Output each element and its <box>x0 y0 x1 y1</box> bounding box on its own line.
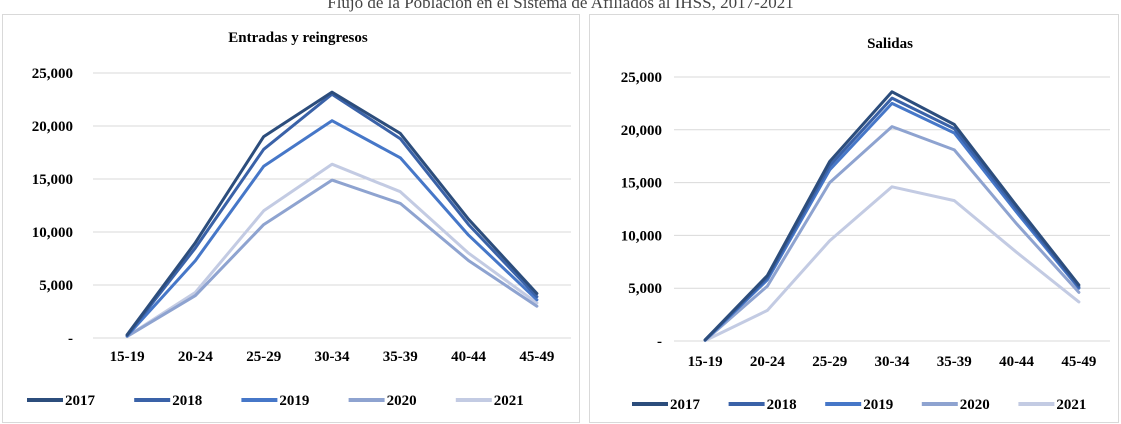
legend-item-2019: 2019 <box>241 393 309 409</box>
legend-item-2017: 2017 <box>27 393 96 409</box>
x-tick-label: 35-39 <box>383 349 418 365</box>
series-line-2017 <box>125 90 539 337</box>
y-tick-label: 20,000 <box>32 119 73 135</box>
legend-item-2021: 2021 <box>455 393 524 409</box>
legend-label: 2017 <box>65 393 96 409</box>
series-line-2019 <box>703 101 1081 342</box>
y-tick-label: 15,000 <box>621 176 662 192</box>
x-tick-label: 20-24 <box>178 349 213 365</box>
x-tick-label: 20-24 <box>750 354 785 370</box>
x-tick-label: 30-34 <box>315 349 350 365</box>
chart-title: Salidas <box>867 36 913 52</box>
series-line-2017 <box>703 90 1081 342</box>
legend-item-2017: 2017 <box>632 397 701 413</box>
y-tick-label: 15,000 <box>32 172 73 188</box>
series-line-2021 <box>703 185 1081 343</box>
series-line-2020 <box>703 125 1081 342</box>
y-tick-label: 25,000 <box>621 70 662 86</box>
legend-label: 2020 <box>387 393 417 409</box>
x-tick-label: 25-29 <box>246 349 281 365</box>
line-chart-entradas: Entradas y reingresos - 5,000 10,000 15,000 2… <box>27 30 571 409</box>
legend-item-2020: 2020 <box>348 393 417 409</box>
legend-item-2021: 2021 <box>1018 397 1086 413</box>
series-line-2018 <box>703 96 1081 342</box>
y-tick-label: 5,000 <box>39 278 73 294</box>
x-tick-label: 40-44 <box>451 349 486 365</box>
x-tick-label: 30-34 <box>875 354 910 370</box>
y-tick-label: 20,000 <box>621 123 662 139</box>
x-tick-label: 15-19 <box>110 349 145 365</box>
series-line-2020 <box>125 178 539 338</box>
y-tick-label: 5,000 <box>628 281 662 297</box>
legend-label: 2021 <box>494 393 524 409</box>
y-tick-label: - <box>68 331 73 347</box>
legend-label: 2018 <box>767 397 797 413</box>
x-tick-label: 40-44 <box>999 354 1034 370</box>
series-line-2018 <box>125 92 539 337</box>
y-tick-label: - <box>657 334 662 350</box>
page-caption: Flujo de la Población en el Sistema de A… <box>327 0 794 12</box>
x-tick-label: 45-49 <box>1061 354 1096 370</box>
legend-label: 2017 <box>670 397 701 413</box>
legend-label: 2018 <box>172 393 202 409</box>
legend-item-2020: 2020 <box>921 397 990 413</box>
legend-label: 2021 <box>1056 397 1086 413</box>
y-tick-label: 25,000 <box>32 66 73 82</box>
legend-item-2018: 2018 <box>134 393 202 409</box>
chart-panel-entradas: Entradas y reingresos - 5,000 10,000 15,000 2… <box>2 14 580 423</box>
legend-item-2019: 2019 <box>825 397 893 413</box>
series-line-2021 <box>125 162 539 338</box>
legend-item-2018: 2018 <box>728 397 797 413</box>
chart-title: Entradas y reingresos <box>228 30 368 46</box>
series-line-2019 <box>125 119 539 338</box>
legend-label: 2019 <box>863 397 893 413</box>
y-tick-label: 10,000 <box>32 225 73 241</box>
x-tick-label: 45-49 <box>519 349 554 365</box>
x-tick-label: 25-29 <box>812 354 847 370</box>
line-chart-salidas: Salidas - 5,000 10,000 15,000 20,000 25,000 15-… <box>621 36 1110 413</box>
chart-panel-salidas: Salidas - 5,000 10,000 15,000 20,000 25,000 15-… <box>589 14 1119 423</box>
x-tick-label: 35-39 <box>937 354 972 370</box>
y-tick-label: 10,000 <box>621 228 662 244</box>
legend-label: 2020 <box>960 397 990 413</box>
x-tick-label: 15-19 <box>688 354 723 370</box>
legend-label: 2019 <box>279 393 309 409</box>
